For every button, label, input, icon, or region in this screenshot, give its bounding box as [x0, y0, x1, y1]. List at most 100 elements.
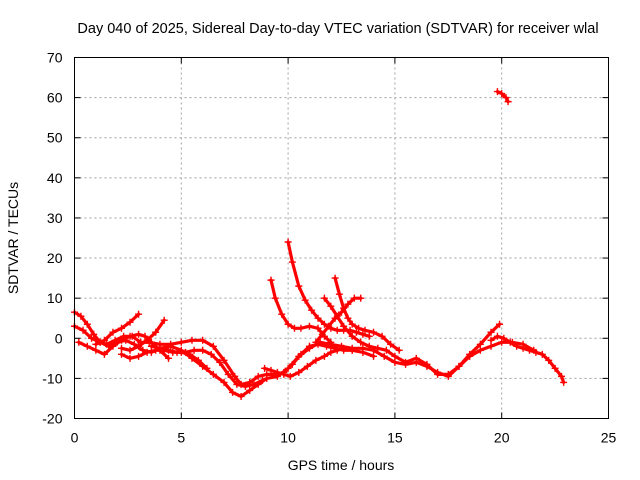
plot-frame [74, 57, 609, 419]
data-point [513, 342, 521, 350]
axis-ticks: 0 5 10 15 20 25 -20 -10 0 10 20 30 40 50 60 70 [42, 50, 616, 446]
data-point [75, 338, 83, 346]
data-point [532, 348, 540, 356]
data-point [551, 364, 559, 372]
data-point [141, 332, 149, 340]
data-point [117, 350, 125, 358]
y-axis-label: SDTVAR / TECUs [5, 182, 21, 294]
data-point [254, 372, 262, 380]
data-point [231, 372, 239, 380]
data-point [224, 370, 232, 378]
x-tick-label: 15 [387, 430, 403, 446]
data-point [496, 320, 504, 328]
y-tick-label: 10 [47, 290, 63, 306]
data-point [117, 344, 125, 352]
x-axis-label: GPS time / hours [288, 457, 395, 473]
data-point [493, 88, 501, 96]
data-point [444, 370, 452, 378]
x-tick-label: 20 [494, 430, 510, 446]
data-point [374, 344, 382, 352]
data-point [209, 342, 217, 350]
data-point [237, 392, 245, 400]
data-point [352, 328, 360, 336]
data-point [498, 90, 506, 98]
data-point [126, 354, 134, 362]
data-point [434, 370, 442, 378]
data-point [173, 348, 181, 356]
data-point [545, 356, 553, 364]
y-tick-label: 20 [47, 250, 63, 266]
data-point [182, 348, 190, 356]
data-point [340, 344, 348, 352]
data-point [560, 378, 568, 386]
data-point [117, 336, 125, 344]
data-point [271, 294, 279, 302]
data-point [359, 330, 367, 338]
data-point [278, 310, 286, 318]
data-point [493, 332, 501, 340]
x-tick-label: 0 [71, 430, 79, 446]
data-point [126, 318, 134, 326]
data-point [423, 360, 431, 368]
data-point [504, 98, 512, 106]
data-point [312, 338, 320, 346]
data-point [500, 334, 508, 342]
data-point [284, 238, 292, 246]
data-point [340, 322, 348, 330]
data-point [295, 368, 303, 376]
series-track-h [263, 346, 376, 378]
data-point [335, 290, 343, 298]
data-point [126, 346, 134, 354]
data-point [284, 364, 292, 372]
y-tick-label: 60 [47, 90, 63, 106]
data-point [348, 346, 356, 354]
data-point [350, 294, 358, 302]
data-point [199, 346, 207, 354]
data-point [320, 352, 328, 360]
data-point [273, 368, 281, 376]
data-point [333, 346, 341, 354]
data-point [135, 310, 143, 318]
data-point [135, 330, 143, 338]
data-point [135, 342, 143, 350]
data-point [506, 338, 514, 346]
data-point [412, 354, 420, 362]
data-point [288, 258, 296, 266]
y-tick-label: 70 [47, 50, 63, 66]
data-point [295, 282, 303, 290]
data-point [348, 332, 356, 340]
data-point [117, 324, 125, 332]
data-point [199, 336, 207, 344]
data-point [391, 358, 399, 366]
data-point [380, 352, 388, 360]
data-point [220, 356, 228, 364]
data-point [558, 372, 566, 380]
data-point [466, 350, 474, 358]
data-point [177, 338, 185, 346]
data-point [305, 322, 313, 330]
data-point [92, 340, 100, 348]
data-point [455, 362, 463, 370]
data-point [92, 346, 100, 354]
data-point [188, 336, 196, 344]
data-point [487, 342, 495, 350]
data-point [216, 358, 224, 366]
data-point [109, 328, 117, 336]
data-point [164, 354, 172, 362]
data-point [250, 380, 258, 388]
data-point [320, 320, 328, 328]
data-point [160, 316, 168, 324]
data-point [370, 352, 378, 360]
series-track-k [333, 276, 401, 352]
y-tick-label: 30 [47, 210, 63, 226]
data-point [284, 320, 292, 328]
data-point [126, 332, 134, 340]
data-point [498, 338, 506, 346]
data-point [152, 328, 160, 336]
chart-title: Day 040 of 2025, Sidereal Day-to-day VTE… [77, 21, 598, 37]
data-point [100, 336, 108, 344]
data-point [402, 358, 410, 366]
data-point [90, 330, 98, 338]
data-point [344, 314, 352, 322]
